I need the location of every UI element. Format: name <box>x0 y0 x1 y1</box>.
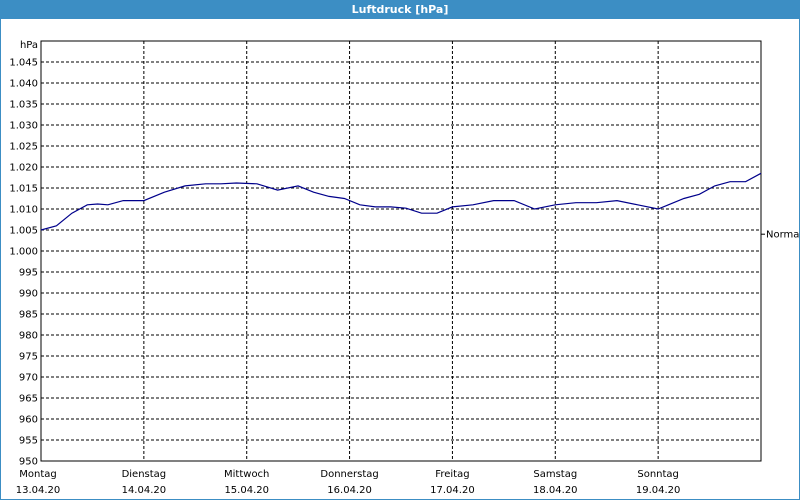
y-tick-label: 970 <box>19 373 38 384</box>
normal-label: Normal <box>766 230 799 241</box>
y-tick-label: 955 <box>19 436 38 447</box>
y-tick-label: 985 <box>19 310 38 321</box>
x-tick-day: Montag <box>19 469 56 480</box>
y-tick-label: 1.045 <box>9 58 38 69</box>
x-tick-day: Sonntag <box>637 469 679 480</box>
y-tick-label: 1.030 <box>9 121 38 132</box>
y-tick-label: 960 <box>19 415 38 426</box>
y-tick-label: 1.040 <box>9 79 38 90</box>
y-tick-label: 990 <box>19 289 38 300</box>
y-tick-label: 995 <box>19 268 38 279</box>
y-tick-label: 965 <box>19 394 38 405</box>
window-title: Luftdruck [hPa] <box>1 1 799 19</box>
y-tick-label: 1.020 <box>9 163 38 174</box>
pressure-line <box>40 172 762 231</box>
x-tick-date: 17.04.20 <box>430 485 475 496</box>
x-tick-day: Samstag <box>533 469 577 480</box>
x-tick-day: Mittwoch <box>224 469 269 480</box>
y-tick-label: 980 <box>19 331 38 342</box>
x-tick-day: Freitag <box>435 469 469 480</box>
x-tick-date: 18.04.20 <box>533 485 578 496</box>
x-tick-date: 13.04.20 <box>16 485 61 496</box>
x-tick-date: 16.04.20 <box>327 485 372 496</box>
y-tick-label: 975 <box>19 352 38 363</box>
y-axis-label: hPa <box>20 40 38 51</box>
y-tick-label: 1.015 <box>9 184 38 195</box>
x-tick-date: 15.04.20 <box>224 485 269 496</box>
x-tick-day: Donnerstag <box>320 469 378 480</box>
y-tick-label: 1.005 <box>9 226 38 237</box>
y-tick-label: 1.035 <box>9 100 38 111</box>
x-tick-day: Dienstag <box>122 469 167 480</box>
y-tick-label: 1.000 <box>9 247 38 258</box>
x-tick-date: 19.04.20 <box>636 485 681 496</box>
y-tick-label: 950 <box>19 457 38 468</box>
y-tick-label: 1.025 <box>9 142 38 153</box>
x-tick-date: 14.04.20 <box>122 485 167 496</box>
y-tick-label: 1.010 <box>9 205 38 216</box>
